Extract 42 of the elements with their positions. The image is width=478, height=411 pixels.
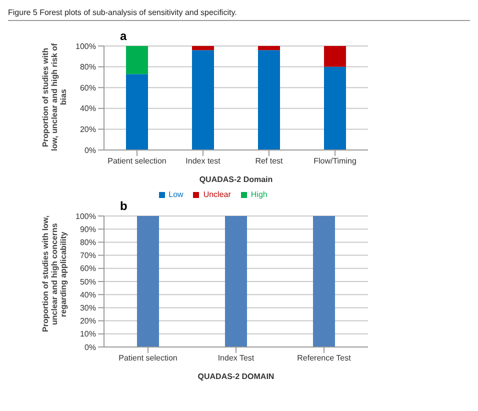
legend-label: Unclear: [203, 190, 231, 199]
y-tick-label: 20%: [80, 316, 96, 326]
bar: [258, 46, 280, 50]
y-tick-label: 70%: [80, 251, 96, 260]
bar: [126, 74, 148, 150]
y-tick-label: 60%: [80, 83, 96, 92]
x-tick-label: Ref test: [255, 156, 284, 166]
bar: [258, 50, 280, 150]
x-tick-label: Patient selection: [118, 354, 178, 363]
y-tick-label: 80%: [80, 238, 96, 248]
bar: [324, 66, 346, 150]
y-axis-title: Proportion of studies with low, unclear and high risk of bias: [41, 43, 68, 151]
y-tick-label: 0%: [84, 146, 96, 155]
x-tick-label: Flow/Timing: [314, 156, 356, 166]
y-tick-label: 50%: [80, 277, 96, 286]
caption: Figure 5 Forest plots of sub-analysis of sensitivity and specificity.: [8, 8, 470, 21]
bar: [192, 50, 214, 150]
y-tick-label: 10%: [80, 330, 96, 339]
bar: [126, 46, 148, 74]
y-tick-label: 30%: [80, 304, 96, 313]
bar: [324, 46, 346, 67]
x-tick-label: Index Test: [218, 354, 255, 363]
y-tick-label: 60%: [80, 264, 96, 274]
x-axis-title: QUADAS-2 DOMAIN: [198, 372, 274, 381]
bar: [192, 46, 214, 50]
y-tick-label: 0%: [84, 342, 96, 352]
chart-title: a: [120, 29, 127, 43]
x-axis-title: QUADAS-2 Domain: [199, 175, 273, 184]
y-tick-label: 40%: [80, 290, 96, 300]
x-tick-label: Patient selection: [108, 156, 166, 166]
y-tick-label: 100%: [76, 42, 96, 51]
legend-label: Low: [168, 190, 184, 199]
chart-title: b: [120, 199, 128, 213]
y-tick-label: 80%: [80, 62, 96, 72]
y-tick-label: 100%: [76, 212, 96, 221]
y-tick-label: 40%: [80, 104, 96, 114]
y-tick-label: 20%: [80, 125, 96, 134]
y-axis-title: Proportion of studies with low, unclear and high concerns regarding applicability: [41, 214, 68, 334]
x-tick-label: Reference Test: [297, 354, 352, 363]
legend-label: High: [250, 190, 268, 199]
y-tick-label: 90%: [80, 224, 96, 234]
x-tick-label: Index test: [186, 156, 222, 166]
